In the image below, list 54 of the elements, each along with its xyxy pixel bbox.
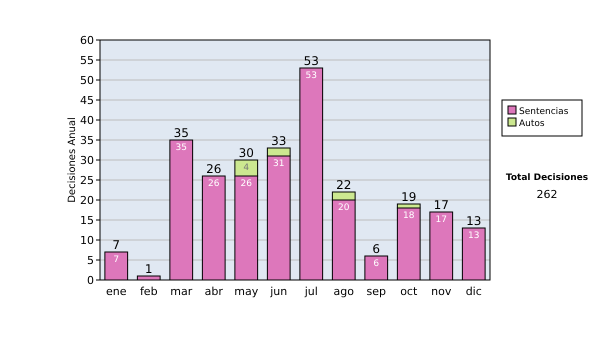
- total-label: 22: [336, 178, 352, 192]
- y-tick-label: 15: [80, 214, 94, 227]
- y-tick-label: 20: [80, 194, 94, 207]
- x-tick-label: may: [234, 285, 259, 298]
- total-label: 33: [271, 134, 286, 148]
- text: 262: [536, 188, 558, 201]
- legend-label: Autos: [519, 119, 545, 129]
- x-tick-label: mar: [170, 285, 193, 298]
- data-label: 53: [306, 71, 317, 81]
- y-tick-label: 40: [80, 114, 94, 127]
- data-label: 26: [208, 179, 220, 189]
- y-tick-label: 60: [80, 34, 94, 47]
- total-label: 26: [206, 162, 222, 176]
- x-tick-label: abr: [204, 285, 224, 298]
- x-tick-label: jun: [269, 285, 288, 298]
- data-label: 17: [436, 215, 447, 225]
- data-label: 20: [338, 203, 350, 213]
- total-label: 17: [434, 198, 449, 212]
- total-label: 7: [112, 238, 120, 252]
- data-label: 26: [240, 179, 252, 189]
- data-label: 13: [468, 231, 480, 241]
- x-tick-label: ene: [106, 285, 127, 298]
- total-label: 1: [144, 262, 153, 276]
- x-tick-label: jul: [304, 285, 318, 298]
- total-label: 30: [238, 146, 254, 160]
- y-tick-label: 0: [87, 274, 94, 287]
- y-tick-label: 10: [80, 234, 94, 247]
- y-tick-label: 45: [80, 94, 94, 107]
- data-label: 6: [373, 259, 380, 269]
- y-tick-label: 25: [80, 174, 94, 187]
- x-tick-label: sep: [366, 285, 386, 298]
- y-tick-label: 5: [87, 254, 94, 267]
- data-label: 35: [176, 143, 187, 153]
- data-label: 18: [403, 211, 415, 221]
- x-tick-label: feb: [140, 285, 158, 298]
- y-tick-label: 50: [80, 74, 94, 87]
- total-label: 13: [466, 214, 482, 228]
- total-label: 19: [401, 190, 416, 204]
- x-tick-label: nov: [431, 285, 452, 298]
- legend-label: Sentencias: [519, 107, 569, 117]
- total-label: 35: [174, 126, 189, 140]
- total-label: 6: [372, 242, 380, 256]
- x-tick-label: oct: [400, 285, 418, 298]
- data-label: 7: [113, 255, 120, 265]
- x-tick-label: dic: [466, 285, 482, 298]
- y-tick-label: 30: [80, 154, 94, 167]
- y-tick-label: 35: [80, 134, 94, 147]
- y-axis-title: Decisiones Anual: [67, 117, 78, 203]
- total-label: 53: [304, 54, 319, 68]
- x-tick-label: ago: [334, 285, 354, 298]
- y-tick-label: 55: [80, 54, 94, 67]
- text: Total Decisiones: [506, 173, 588, 183]
- data-label: 4: [243, 163, 250, 173]
- data-label: 31: [273, 159, 284, 169]
